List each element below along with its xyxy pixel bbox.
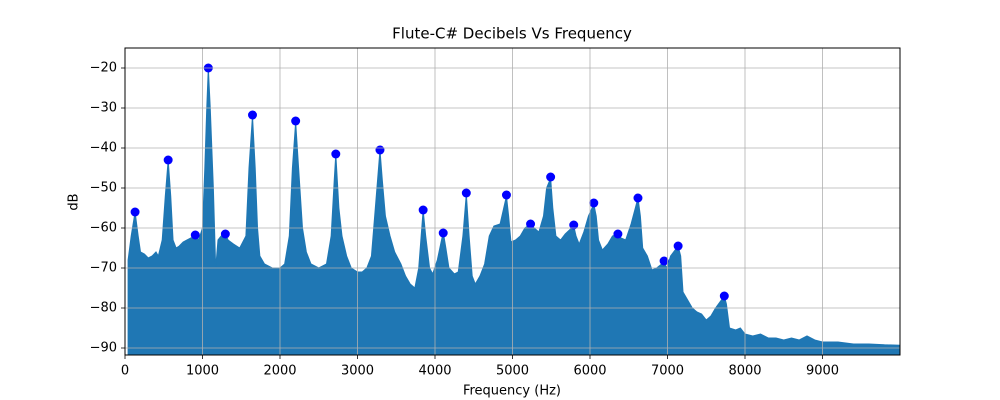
y-tick-label: −70 <box>90 261 117 276</box>
peak-point <box>633 193 643 203</box>
peak-point <box>418 205 428 215</box>
y-tick-label: −80 <box>90 301 117 316</box>
x-tick-label: 0 <box>121 364 129 379</box>
x-tick-label: 5000 <box>496 364 529 379</box>
peak-point <box>589 198 599 208</box>
y-tick-label: −30 <box>90 101 117 116</box>
y-tick-label: −40 <box>90 141 117 156</box>
peak-point <box>526 219 536 229</box>
plot-frame <box>124 47 901 356</box>
y-tick-label: −60 <box>90 221 117 236</box>
peak-point <box>331 149 341 159</box>
peak-point <box>461 188 471 198</box>
grid <box>124 48 900 355</box>
y-axis-label: dB <box>67 193 82 210</box>
x-axis-label: Frequency (Hz) <box>463 384 561 399</box>
peak-point <box>247 110 257 120</box>
peak-point <box>546 172 556 182</box>
plot-data <box>127 63 901 356</box>
x-tick-label: 6000 <box>573 364 606 379</box>
peak-point <box>190 230 200 240</box>
y-tick-label: −50 <box>90 181 117 196</box>
peak-point <box>291 116 301 126</box>
peak-point <box>501 190 511 200</box>
x-tick-label: 3000 <box>341 364 374 379</box>
peak-point <box>163 155 173 165</box>
y-tick-label: −20 <box>90 61 117 76</box>
peak-point <box>375 145 385 155</box>
x-tick-label: 8000 <box>728 364 761 379</box>
peak-point <box>569 220 579 230</box>
y-tick-label: −90 <box>90 341 117 356</box>
peak-point <box>220 229 230 239</box>
x-tick-label: 2000 <box>263 364 296 379</box>
peak-point <box>130 207 140 217</box>
peak-point <box>673 241 683 251</box>
peak-point <box>438 228 448 238</box>
x-tick-label: 1000 <box>186 364 219 379</box>
peak-point <box>659 256 669 266</box>
x-tick-label: 4000 <box>418 364 451 379</box>
x-tick-label: 7000 <box>651 364 684 379</box>
chart-title: Flute-C# Decibels Vs Frequency <box>392 25 632 43</box>
peak-point <box>613 229 623 239</box>
peak-point <box>719 291 729 301</box>
x-tick-label: 9000 <box>806 364 839 379</box>
spectrum-area <box>127 67 901 356</box>
